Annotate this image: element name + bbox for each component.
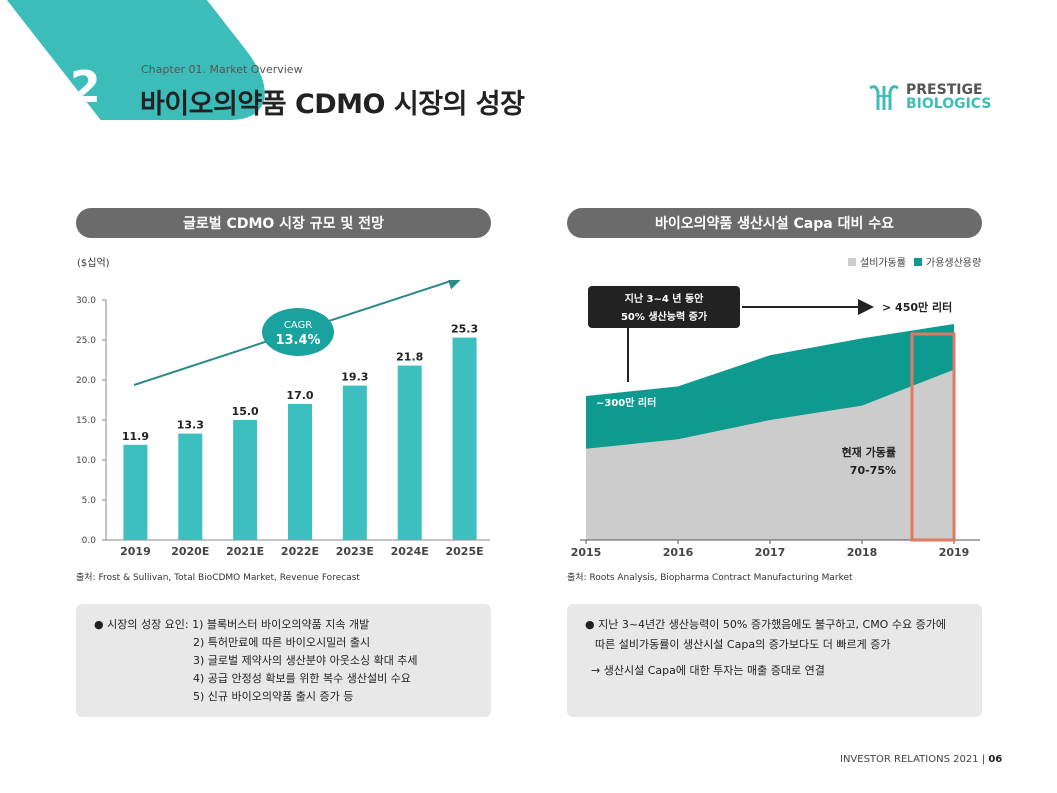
x-tick-label: 2019 — [120, 545, 151, 558]
left-note-line-4: 4) 공급 안정성 확보를 위한 복수 생산설비 수요 — [193, 672, 411, 685]
legend-item-capacity: 가용생산용량 — [914, 254, 981, 269]
bar-value-label: 21.8 — [396, 351, 423, 364]
y-tick-label: 25.0 — [76, 336, 96, 346]
y-tick-label: 15.0 — [76, 416, 96, 426]
right-note-line-3: → 생산시설 Capa에 대한 투자는 매출 증대로 연결 — [591, 664, 825, 677]
left-panel-heading: 글로벌 CDMO 시장 규모 및 전망 — [76, 208, 491, 238]
right-source: 출처: Roots Analysis, Biopharma Contract M… — [567, 573, 853, 583]
left-chart-unit: ($십억) — [77, 258, 110, 269]
utilization-label-1: 현재 가동률 — [842, 445, 896, 459]
callout-box — [588, 286, 740, 328]
x-tick-label: 2016 — [663, 546, 694, 559]
x-tick-label: 2025E — [446, 545, 484, 558]
x-tick-label: 2020E — [171, 545, 209, 558]
bar-value-label: 11.9 — [122, 430, 149, 443]
page-number: 06 — [988, 754, 1003, 765]
bar — [288, 404, 312, 540]
area-chart-legend: 설비가동률 가용생산용량 — [840, 254, 981, 269]
callout-line-1: 지난 3~4 년 동안 — [625, 292, 705, 305]
y-tick-label: 0.0 — [82, 536, 97, 546]
footer-separator: | — [981, 754, 989, 765]
y-tick-label: 10.0 — [76, 456, 96, 466]
left-note-line-3: 3) 글로벌 제약사의 생산분야 아웃소싱 확대 추세 — [193, 654, 418, 667]
utilization-label-2: 70-75% — [850, 464, 896, 477]
page-title: 바이오의약품 CDMO 시장의 성장 — [140, 89, 525, 120]
bar — [397, 365, 422, 540]
market-size-bar-chart: 0.0 5.0 10.0 15.0 20.0 25.0 30.0 11.9 2019 13.3 20… — [76, 280, 490, 558]
section-number: 2 — [70, 62, 101, 113]
logo-line-2: BIOLOGICS — [906, 96, 992, 112]
y-tick-label: 5.0 — [82, 496, 97, 506]
x-tick-label: 2021E — [226, 545, 264, 558]
callout-line-2: 50% 생산능력 증가 — [621, 310, 708, 323]
x-tick-label: 2015 — [571, 546, 602, 559]
company-logo: PRESTIGE BIOLOGICS — [866, 82, 991, 112]
left-note-box: ● 시장의 성장 요인: 1) 블록버스터 바이오의약품 지속 개발 2) 특허… — [76, 604, 491, 717]
legend-swatch-utilization — [848, 257, 856, 266]
bar-value-label: 25.3 — [451, 323, 478, 336]
bar — [342, 385, 367, 540]
legend-label-utilization: 설비가동률 — [860, 258, 906, 269]
y-tick-label: 20.0 — [76, 376, 96, 386]
x-tick-label: 2017 — [755, 546, 786, 559]
left-note-line-1: ● 시장의 성장 요인: 1) 블록버스터 바이오의약품 지속 개발 — [94, 618, 370, 631]
right-note-line-2: 따른 설비가동률이 생산시설 Capa의 증가보다도 더 빠르게 증가 — [595, 638, 891, 651]
legend-label-capacity: 가용생산용량 — [926, 258, 982, 269]
bar-value-label: 13.3 — [177, 419, 204, 432]
highlight-box — [910, 332, 956, 542]
footer-text: INVESTOR RELATIONS 2021 — [840, 754, 979, 765]
bar — [123, 444, 148, 540]
cagr-label: CAGR — [284, 320, 312, 331]
bar-value-label: 17.0 — [286, 389, 313, 402]
x-tick-label: 2019 — [939, 546, 970, 559]
cagr-badge — [262, 308, 334, 356]
footer: INVESTOR RELATIONS 2021 | 06 — [840, 754, 1002, 765]
capacity-area-chart: 2015 2016 2017 2018 2019 지난 3~4 년 동안 50% 생산능력 … — [571, 286, 980, 559]
x-tick-label: 2022E — [281, 545, 319, 558]
bar — [178, 433, 203, 540]
bar-value-label: 15.0 — [232, 405, 259, 418]
y-tick-label: 30.0 — [76, 296, 96, 306]
capacity-target-label: > 450만 리터 — [882, 300, 952, 314]
left-source: 출처: Frost & Sullivan, Total BioCDMO Mark… — [76, 573, 360, 583]
bar — [233, 420, 258, 540]
left-note-line-5: 5) 신규 바이오의약품 출시 증가 등 — [193, 690, 354, 703]
utilization-area — [586, 369, 954, 540]
x-tick-label: 2024E — [391, 545, 429, 558]
logo-line-1: PRESTIGE — [906, 82, 983, 98]
capacity-label: ~300만 리터 — [596, 396, 656, 409]
chapter-label: Chapter 01. Market Overview — [141, 63, 303, 76]
right-note-line-1: ● 지난 3~4년간 생산능력이 50% 증가했음에도 불구하고, CMO 수요… — [585, 618, 946, 631]
cagr-value: 13.4% — [275, 333, 320, 348]
x-tick-label: 2018 — [847, 546, 878, 559]
legend-item-utilization: 설비가동률 — [848, 254, 906, 269]
x-tick-label: 2023E — [336, 545, 374, 558]
logo-icon — [869, 85, 899, 110]
right-panel-heading: 바이오의약품 생산시설 Capa 대비 수요 — [567, 208, 982, 238]
bar — [452, 337, 477, 540]
left-note-line-2: 2) 특허만료에 따른 바이오시밀러 출시 — [193, 636, 371, 649]
right-note-box: ● 지난 3~4년간 생산능력이 50% 증가했음에도 불구하고, CMO 수요… — [567, 604, 982, 717]
bar-value-label: 19.3 — [341, 371, 368, 384]
legend-swatch-capacity — [914, 257, 922, 266]
